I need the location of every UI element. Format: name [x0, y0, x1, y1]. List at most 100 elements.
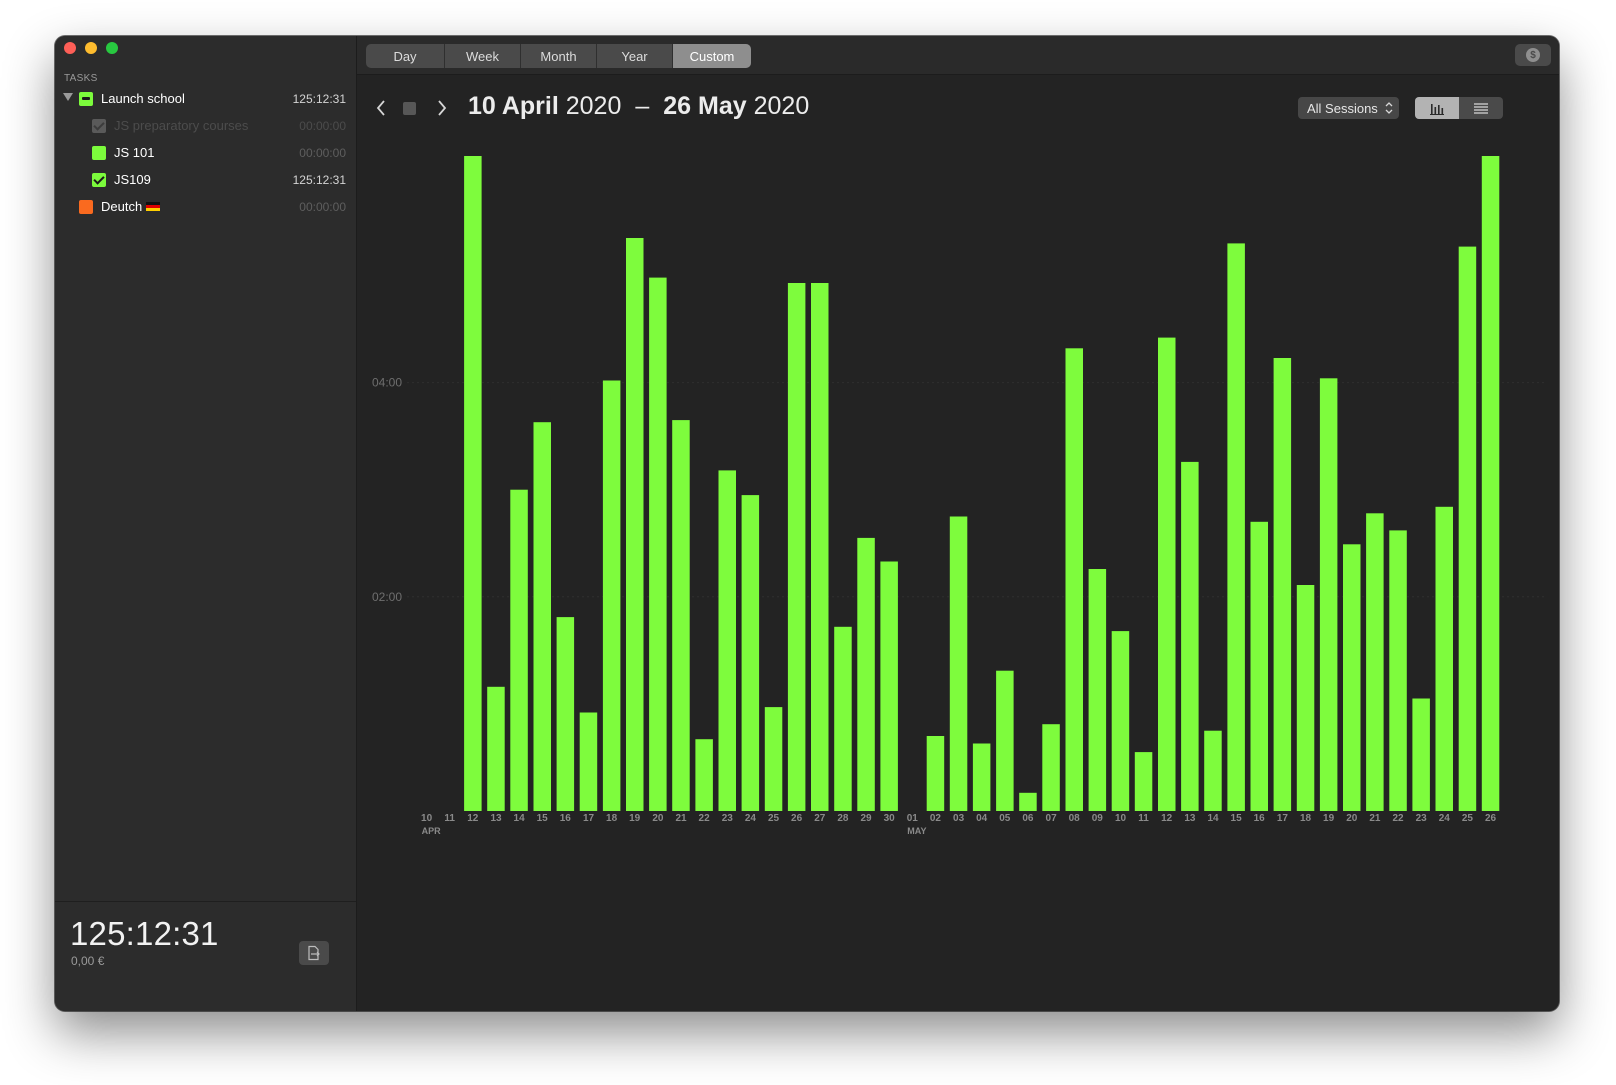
- task-name: Deutch: [101, 199, 143, 214]
- x-tick-label: 09: [1092, 813, 1104, 824]
- bar: [764, 707, 783, 811]
- total-time: 125:12:31: [70, 915, 219, 952]
- x-tick-label: 13: [490, 813, 502, 824]
- task-row-js109[interactable]: JS109 125:12:31: [55, 168, 356, 192]
- billing-button[interactable]: $: [1515, 44, 1551, 66]
- task-row-js-preparatory-courses[interactable]: JS preparatory courses 00:00:00: [55, 114, 356, 138]
- german-flag-icon: [146, 202, 161, 211]
- task-time: 00:00:00: [299, 146, 346, 160]
- task-row-deutch[interactable]: Deutch 00:00:00: [55, 195, 356, 219]
- minimize-window-button[interactable]: [85, 42, 97, 54]
- disclosure-triangle-icon[interactable]: [63, 93, 73, 101]
- bar: [1019, 792, 1037, 811]
- task-checkbox-js-preparatory-courses[interactable]: [92, 119, 106, 133]
- bar: [1227, 243, 1245, 811]
- list-view-button[interactable]: [1459, 97, 1503, 119]
- x-tick-label: 19: [629, 813, 641, 824]
- period-tabs: Day Week Month Year Custom: [366, 44, 751, 68]
- month-label: MAY: [907, 826, 926, 836]
- main-area: Day Week Month Year Custom $ 10 April 20…: [357, 36, 1559, 1011]
- bar: [1435, 506, 1453, 811]
- x-tick-label: 22: [699, 813, 711, 824]
- bar: [1296, 585, 1315, 811]
- total-money: 0,00 €: [71, 954, 105, 968]
- bar: [996, 670, 1014, 811]
- bar: [1250, 521, 1268, 811]
- x-tick-label: 29: [860, 813, 872, 824]
- tab-day[interactable]: Day: [366, 44, 445, 68]
- tab-month[interactable]: Month: [521, 44, 597, 68]
- sidebar-footer: 125:12:31 0,00 €: [55, 901, 356, 1011]
- x-tick-label: 08: [1069, 813, 1081, 824]
- task-row-js-101[interactable]: JS 101 00:00:00: [55, 141, 356, 165]
- bar: [1343, 544, 1361, 811]
- x-tick-label: 01: [907, 813, 919, 824]
- tab-year[interactable]: Year: [597, 44, 673, 68]
- x-tick-label: 18: [606, 813, 618, 824]
- task-checkbox-launch-school[interactable]: [79, 92, 93, 106]
- task-checkbox-js109[interactable]: [92, 173, 106, 187]
- x-tick-label: 10: [421, 813, 433, 824]
- bar: [834, 626, 852, 811]
- sessions-filter-select[interactable]: All Sessions: [1298, 97, 1399, 119]
- bar-chart-icon: [1430, 103, 1444, 115]
- date-range-title: 10 April 2020–26 May 2020: [468, 92, 809, 121]
- chart-view-button[interactable]: [1415, 97, 1459, 119]
- previous-period-button[interactable]: [374, 99, 388, 117]
- x-tick-label: 13: [1184, 813, 1196, 824]
- close-window-button[interactable]: [64, 42, 76, 54]
- bar: [926, 736, 945, 811]
- bar: [972, 743, 991, 811]
- export-button[interactable]: [299, 941, 329, 965]
- bar: [1065, 348, 1083, 811]
- bar: [1204, 730, 1222, 811]
- tab-custom[interactable]: Custom: [673, 44, 751, 68]
- x-tick-label: 24: [745, 813, 757, 824]
- x-tick-label: 20: [652, 813, 664, 824]
- bar: [1134, 752, 1153, 811]
- y-tick-label: 04:00: [372, 376, 402, 390]
- task-name: Launch school: [101, 91, 185, 106]
- x-tick-label: 18: [1300, 813, 1312, 824]
- task-checkbox-deutch[interactable]: [79, 200, 93, 214]
- x-tick-label: 26: [1485, 813, 1497, 824]
- view-mode-toggle: [1415, 97, 1503, 119]
- bar: [1319, 378, 1338, 811]
- bar: [672, 420, 690, 811]
- range-end-date: 26 May: [663, 92, 747, 120]
- bar: [1088, 569, 1107, 811]
- x-tick-label: 17: [1277, 813, 1289, 824]
- x-tick-label: 06: [1022, 813, 1034, 824]
- tab-week[interactable]: Week: [445, 44, 521, 68]
- bar: [718, 470, 736, 811]
- sessions-filter-value: All Sessions: [1307, 100, 1378, 116]
- y-tick-label: 02:00: [372, 590, 402, 604]
- bar: [1181, 461, 1199, 811]
- task-time: 125:12:31: [292, 173, 346, 187]
- next-period-button[interactable]: [435, 99, 449, 117]
- task-row-launch-school[interactable]: Launch school 125:12:31: [55, 87, 356, 111]
- bar: [1366, 513, 1384, 811]
- task-checkbox-js-101[interactable]: [92, 146, 106, 160]
- task-name: JS 101: [114, 145, 155, 160]
- x-tick-label: 12: [1161, 813, 1173, 824]
- bar: [741, 495, 760, 811]
- sidebar: TASKS Launch school 125:12:31 JS prepara…: [55, 36, 357, 1011]
- stop-button[interactable]: [403, 102, 416, 115]
- range-separator: –: [635, 92, 650, 120]
- export-icon: [308, 945, 320, 961]
- x-tick-label: 16: [1254, 813, 1266, 824]
- bar: [811, 283, 829, 811]
- chevron-right-icon: [438, 100, 447, 116]
- x-tick-label: 28: [837, 813, 849, 824]
- bar: [787, 283, 806, 811]
- toolbar: Day Week Month Year Custom $: [357, 36, 1559, 75]
- month-label: APR: [422, 826, 442, 836]
- x-tick-label: 17: [583, 813, 595, 824]
- bar: [1158, 337, 1176, 811]
- x-tick-label: 26: [791, 813, 803, 824]
- bar: [1273, 358, 1292, 811]
- bar: [1389, 530, 1407, 811]
- tasks-header: TASKS: [64, 73, 98, 84]
- zoom-window-button[interactable]: [106, 42, 118, 54]
